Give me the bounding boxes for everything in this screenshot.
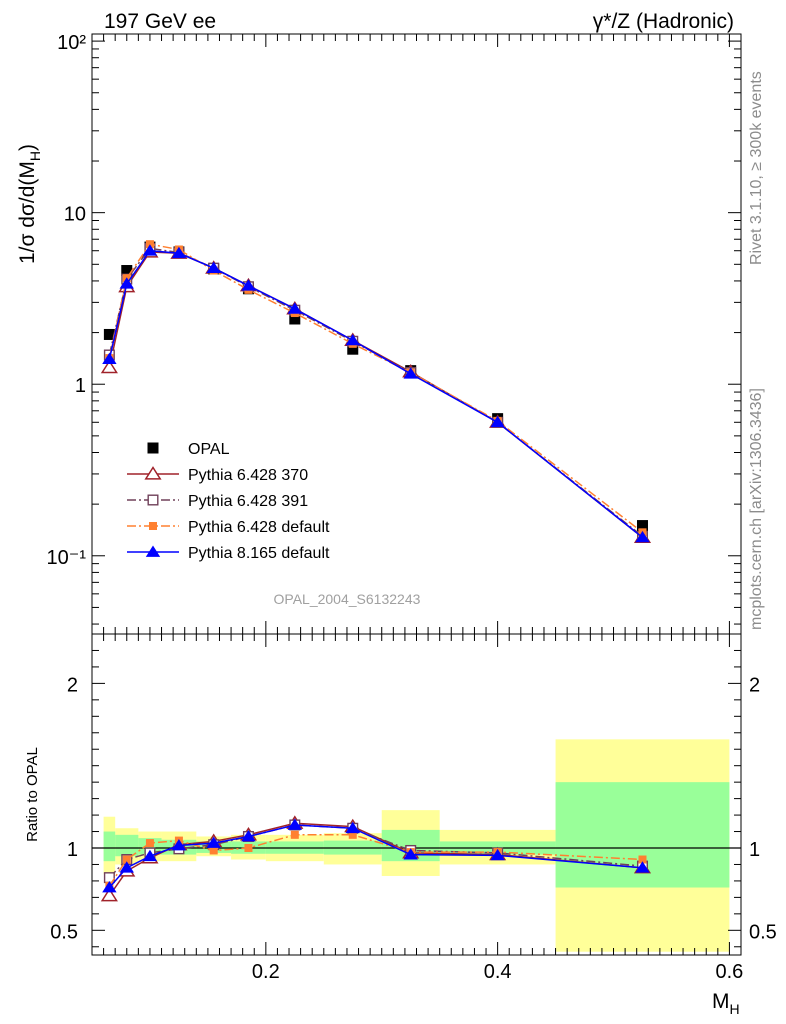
- ratio-point-pythia-8-165-default: [635, 861, 650, 873]
- data-point-pythia-8-165-default: [345, 333, 360, 346]
- x-tick-label: 0.6: [716, 961, 744, 983]
- series-pythia-6-428-391: [103, 242, 648, 542]
- ratio-point-pythia-6-428-default: [145, 839, 154, 848]
- x-tick-label: 0.2: [252, 961, 280, 983]
- data-point-pythia-6-428-default: [145, 240, 154, 249]
- data-point-pythia-8-165-default: [287, 302, 303, 314]
- ratio-point-pythia-8-165-default: [490, 848, 505, 861]
- data-point-pythia-8-165-default: [490, 415, 505, 428]
- ratio-y-tick-label: 2: [67, 674, 78, 696]
- ratio-point-pythia-6-428-default: [638, 855, 647, 864]
- ratio-point-pythia-8-165-default: [171, 839, 187, 851]
- series-pythia-8-165-default: [102, 244, 650, 543]
- data-point-pythia-8-165-default: [102, 352, 117, 365]
- ratio-y-tick-label: 0.5: [50, 921, 78, 943]
- data-point-opal: [121, 265, 133, 277]
- ratio-point-pythia-8-165-default: [287, 818, 303, 830]
- legend: OPAL Pythia 6.428 370 Pythia 6.428 391 Pyth…: [127, 441, 330, 562]
- legend-label-pythia-6-428-370: Pythia 6.428 370: [188, 467, 308, 484]
- main-y-tick-label: 1: [75, 375, 86, 397]
- analysis-id-label: OPAL_2004_S6132243: [274, 591, 421, 607]
- ratio-point-pythia-6-428-default: [209, 846, 218, 855]
- data-point-pythia-8-165-default: [142, 244, 158, 256]
- ratio-series-pythia-8-165-default: [102, 818, 650, 893]
- process-label: γ*/Z (Hadronic): [593, 10, 734, 33]
- ratio-point-pythia-8-165-default: [403, 848, 418, 860]
- data-point-pythia-8-165-default: [206, 261, 221, 273]
- ratio-point-pythia-6-428-default: [290, 830, 299, 839]
- legend-label-pythia-6-428-391: Pythia 6.428 391: [188, 493, 308, 510]
- ratio-point-pythia-8-165-default: [119, 861, 134, 873]
- energy-label: 197 GeV ee: [104, 10, 216, 33]
- legend-marker-pythia-6-428-default: [149, 522, 157, 530]
- x-axis-label: MH: [712, 990, 740, 1017]
- data-point-opal: [347, 343, 359, 355]
- data-point-opal: [636, 520, 648, 532]
- data-point-opal: [289, 313, 301, 325]
- ratio-panel: 2 2 1 1 0.5 0.5 0.2 0.4 0.6 Ratio to OPAL MH: [24, 633, 777, 1017]
- series-pythia-6-428-370: [100, 244, 652, 543]
- legend-label-opal: OPAL: [188, 441, 230, 458]
- ratio-y-tick-label-right: 2: [749, 674, 760, 696]
- main-y-tick-label: 10²: [57, 32, 86, 54]
- main-y-tick-label: 10⁻¹: [47, 547, 87, 569]
- main-panel: 10² 10 1 10⁻¹ 1/σ dσ/d(MH) OPAL_2004_S6132243…: [16, 32, 742, 635]
- legend-marker-opal: [147, 442, 159, 454]
- ratio-point-pythia-8-165-default: [142, 849, 158, 862]
- series-opal: [103, 241, 648, 532]
- data-point-pythia-8-165-default: [241, 279, 256, 291]
- data-point-opal: [103, 328, 115, 340]
- data-point-pythia-8-165-default: [635, 530, 650, 543]
- legend-label-pythia-6-428-default: Pythia 6.428 default: [188, 519, 330, 536]
- mcplots-label: mcplots.cern.ch [arXiv:1306.3436]: [748, 388, 765, 630]
- main-frame: [91, 33, 742, 635]
- data-point-pythia-6-428-370: [100, 359, 118, 374]
- ratio-point-pythia-8-165-default: [102, 881, 117, 893]
- ratio-y-tick-label-right: 1: [749, 839, 760, 861]
- data-point-pythia-8-165-default: [403, 367, 418, 379]
- ratio-point-pythia-6-428-default: [348, 830, 357, 839]
- ratio-point-pythia-6-428-default: [122, 855, 131, 864]
- main-y-axis-label: 1/σ dσ/d(MH): [16, 144, 43, 264]
- legend-marker-pythia-6-428-391: [147, 494, 159, 506]
- uncertainty-band-inner: [103, 831, 116, 862]
- ratio-point-pythia-8-165-default: [206, 836, 221, 848]
- ratio-y-tick-label-right: 0.5: [749, 921, 777, 943]
- legend-marker-pythia-6-428-370: [144, 466, 162, 480]
- legend-label-pythia-8-165-default: Pythia 8.165 default: [188, 545, 330, 562]
- ratio-point-pythia-8-165-default: [345, 821, 360, 834]
- uncertainty-band-inner: [115, 834, 139, 857]
- data-point-pythia-8-165-default: [171, 246, 187, 259]
- ratio-point-pythia-6-428-default: [244, 844, 253, 852]
- ratio-y-axis-label: Ratio to OPAL: [24, 747, 41, 842]
- ratio-y-tick-label: 1: [67, 839, 78, 861]
- legend-marker-pythia-8-165-default: [145, 545, 161, 557]
- rivet-version-label: Rivet 3.1.10, ≥ 300k events: [748, 71, 765, 265]
- data-point-pythia-8-165-default: [119, 277, 134, 289]
- ratio-point-pythia-8-165-default: [241, 829, 256, 842]
- series-line-pythia-6-428-default: [108, 243, 643, 533]
- main-y-tick-label: 10: [64, 204, 86, 226]
- x-tick-label: 0.4: [484, 961, 512, 983]
- ratio-point-pythia-6-428-370: [100, 887, 118, 902]
- series-pythia-6-428-default: [105, 240, 647, 537]
